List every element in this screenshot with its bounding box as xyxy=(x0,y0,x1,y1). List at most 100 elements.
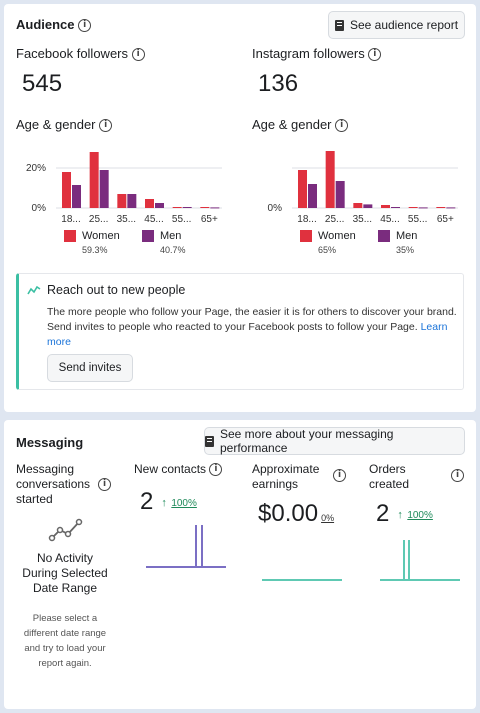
women-legend-label: Women xyxy=(318,230,356,242)
x-tick-label: 55... xyxy=(408,214,427,224)
messaging-performance-button[interactable]: See more about your messaging performanc… xyxy=(204,427,465,455)
info-icon[interactable]: i xyxy=(209,463,223,477)
bar-women[interactable] xyxy=(89,152,99,208)
x-tick-label: 55... xyxy=(172,214,191,224)
x-tick-label: 25... xyxy=(325,214,344,224)
new-contacts-label-row: New contacts i xyxy=(134,462,223,477)
bar-women[interactable] xyxy=(436,207,446,208)
bar-men[interactable] xyxy=(210,207,220,209)
change-indicator: ↑ 100% xyxy=(161,493,197,511)
learn-more-link[interactable]: Learn more xyxy=(47,321,448,348)
men-legend-label: Men xyxy=(160,230,182,242)
earnings-value-row: $0.00 0% xyxy=(258,500,334,528)
bar-men[interactable] xyxy=(127,194,137,208)
bar-women[interactable] xyxy=(325,151,335,208)
instagram-legend: Women 65% Men 35% xyxy=(300,229,440,257)
no-activity-hint: Please select a different date range and… xyxy=(23,613,107,669)
bar-women[interactable] xyxy=(145,199,154,208)
instagram-age-gender-chart: 0% 18... 25... 35... 45... 55... 65+ xyxy=(268,151,458,224)
new-contacts-sparkline xyxy=(146,525,226,568)
info-icon[interactable]: i xyxy=(131,48,145,62)
women-legend-label: Women xyxy=(82,230,120,242)
bar-women[interactable] xyxy=(381,205,390,208)
audience-card: Audience i See audience report Facebook … xyxy=(4,4,476,412)
x-tick-label: 18... xyxy=(61,214,80,224)
y-tick-label: 20% xyxy=(26,163,46,174)
women-legend-pct: 65% xyxy=(318,245,337,255)
men-legend-swatch xyxy=(378,230,390,242)
facebook-age-gender-label: Age & gender xyxy=(16,117,96,132)
conversations-started-label: Messaging conversations started xyxy=(16,462,91,506)
info-icon[interactable]: i xyxy=(451,469,464,482)
bar-women[interactable] xyxy=(408,207,418,208)
earnings-change: 0% xyxy=(321,513,335,523)
x-tick-label: 45... xyxy=(380,214,399,224)
info-icon[interactable]: i xyxy=(368,48,382,62)
info-icon[interactable]: i xyxy=(99,119,113,133)
x-tick-label: 35... xyxy=(353,214,372,224)
arrow-up-icon: ↑ xyxy=(397,509,403,521)
report-icon xyxy=(334,19,344,31)
bar-men[interactable] xyxy=(391,207,400,208)
women-legend-swatch xyxy=(300,230,312,242)
x-tick-label: 65+ xyxy=(437,214,454,224)
bar-women[interactable] xyxy=(172,207,182,208)
bar-women[interactable] xyxy=(200,207,210,208)
line-chart-icon xyxy=(48,518,83,542)
bar-women[interactable] xyxy=(62,172,71,208)
bar-women[interactable] xyxy=(117,194,127,208)
women-legend-swatch xyxy=(64,230,76,242)
x-tick-label: 35... xyxy=(117,214,136,224)
bar-women[interactable] xyxy=(298,170,307,208)
instagram-followers-count: 136 xyxy=(258,70,299,97)
x-tick-label: 25... xyxy=(89,214,108,224)
orders-value-row: 2 ↑ 100% xyxy=(376,500,433,528)
x-tick-label: 65+ xyxy=(201,214,218,224)
instagram-followers-label: Instagram followers xyxy=(252,46,365,61)
instagram-followers-label-row: Instagram followers i xyxy=(252,46,382,62)
reach-out-body: The more people who follow your Page, th… xyxy=(47,305,457,350)
facebook-legend: Women 59.3% Men 40.7% xyxy=(64,229,204,257)
messaging-performance-label: See more about your messaging performanc… xyxy=(220,427,394,455)
facebook-followers-count: 545 xyxy=(22,70,63,97)
bar-men[interactable] xyxy=(363,204,373,208)
orders-label: Orders created xyxy=(369,462,410,491)
men-legend-pct: 35% xyxy=(396,245,415,255)
facebook-age-gender-chart: 20% 0% 18... 25... 35... 45... 55... 65+ xyxy=(26,152,222,224)
send-invites-button[interactable]: Send invites xyxy=(47,354,133,382)
bar-men[interactable] xyxy=(418,207,428,209)
bar-men[interactable] xyxy=(182,207,192,208)
bar-men[interactable] xyxy=(72,185,81,208)
earnings-sparkline xyxy=(262,579,342,581)
change-indicator: ↑ 100% xyxy=(397,505,433,523)
orders-change: 100% xyxy=(407,510,433,521)
women-legend-pct: 59.3% xyxy=(82,245,108,255)
bar-women[interactable] xyxy=(353,203,363,208)
info-icon[interactable]: i xyxy=(78,19,92,33)
men-legend-pct: 40.7% xyxy=(160,245,186,255)
info-icon[interactable]: i xyxy=(333,469,346,482)
trend-up-icon xyxy=(27,285,41,295)
reach-out-body-text: The more people who follow your Page, th… xyxy=(47,306,457,333)
messaging-card: Messaging See more about your messaging … xyxy=(4,420,476,709)
instagram-age-gender-label-row: Age & gender i xyxy=(252,117,349,133)
see-audience-report-button[interactable]: See audience report xyxy=(328,11,465,39)
bar-men[interactable] xyxy=(155,203,164,208)
facebook-followers-label-row: Facebook followers i xyxy=(16,46,145,62)
new-contacts-value-row: 2 ↑ 100% xyxy=(140,488,197,516)
report-icon xyxy=(205,435,214,447)
info-icon[interactable]: i xyxy=(335,119,349,133)
bar-men[interactable] xyxy=(446,207,456,209)
bar-men[interactable] xyxy=(99,170,109,208)
orders-value: 2 xyxy=(376,500,390,527)
bar-men[interactable] xyxy=(308,184,317,208)
info-icon[interactable]: i xyxy=(98,478,111,491)
x-tick-label: 45... xyxy=(144,214,163,224)
bar-men[interactable] xyxy=(335,181,345,208)
see-audience-report-label: See audience report xyxy=(349,18,459,32)
x-tick-label: 18... xyxy=(297,214,316,224)
y-tick-label: 0% xyxy=(32,203,47,214)
facebook-age-gender-label-row: Age & gender i xyxy=(16,117,113,133)
orders-sparkline xyxy=(380,540,460,581)
arrow-up-icon: ↑ xyxy=(161,497,167,509)
